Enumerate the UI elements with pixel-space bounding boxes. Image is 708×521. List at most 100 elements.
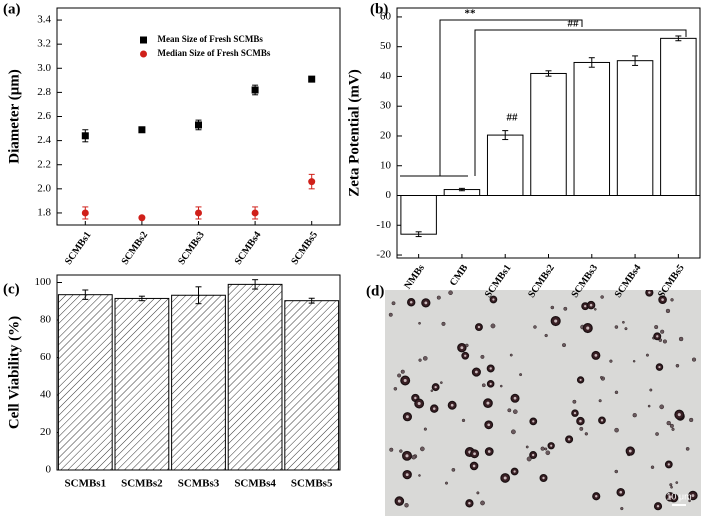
error-bar	[675, 35, 682, 42]
annotation: ##	[507, 112, 519, 124]
error-bar	[82, 289, 89, 300]
bubble-core	[667, 463, 670, 466]
x-tick-label: SCMBs1	[63, 230, 94, 267]
bubble-core	[432, 407, 436, 410]
plot-frame	[56, 7, 341, 226]
bubble-core	[460, 346, 464, 350]
bubble	[600, 376, 603, 379]
bubble	[666, 420, 671, 426]
bubble-core	[513, 470, 516, 473]
point	[81, 132, 89, 140]
bracket	[400, 19, 583, 177]
y-tick-label: 100	[35, 276, 52, 288]
y-tick-label: 20	[380, 130, 392, 142]
bubble-core	[532, 420, 535, 423]
bubble	[545, 450, 551, 456]
point	[251, 209, 259, 217]
bar	[573, 61, 611, 197]
bubble	[572, 399, 577, 404]
bubble-core	[489, 367, 492, 370]
bar	[660, 37, 697, 196]
bubble	[614, 469, 619, 474]
bubble-core	[677, 413, 681, 417]
bubble	[675, 363, 680, 368]
bubble	[451, 468, 456, 472]
bubble	[622, 320, 625, 324]
bubble	[620, 506, 624, 511]
bubble	[563, 306, 568, 311]
panel-label: (d)	[366, 283, 384, 299]
bubble-core	[405, 454, 409, 458]
bubble-core	[554, 319, 558, 323]
bubble	[689, 417, 694, 423]
x-tick-label: SCMBs4	[234, 478, 276, 490]
bubble-core	[477, 325, 481, 329]
micrograph	[385, 290, 701, 516]
bubble	[670, 298, 674, 302]
bubble-core	[656, 335, 659, 338]
bubble-core	[503, 476, 507, 480]
bubble-core	[450, 403, 454, 407]
x-tick-label: SCMBs4	[233, 230, 264, 267]
x-tick-label: NMBs	[402, 263, 427, 292]
bubble-core	[619, 490, 623, 494]
bubble	[388, 312, 393, 317]
error-bar	[632, 55, 639, 66]
bubble	[480, 354, 485, 359]
bubble	[499, 384, 503, 388]
bubble	[669, 423, 674, 428]
point	[138, 126, 146, 134]
bubble	[650, 465, 655, 469]
bubble-core	[403, 378, 407, 383]
bar	[400, 195, 437, 235]
bubble	[550, 305, 555, 310]
error-bar	[588, 57, 595, 68]
bubble	[594, 308, 597, 311]
panel-label: (a)	[3, 1, 21, 17]
bubble	[512, 409, 518, 414]
bubble-core	[405, 473, 409, 477]
y-tick-label: 50	[380, 40, 392, 52]
bubble	[418, 474, 421, 477]
y-tick-label: 80	[40, 314, 52, 326]
bar	[486, 134, 524, 196]
legend-marker	[140, 50, 147, 58]
point	[138, 214, 146, 222]
bubble	[440, 381, 443, 384]
bubble-core	[579, 378, 582, 382]
bubble-core	[586, 326, 590, 330]
bubble	[685, 447, 690, 451]
bubble	[526, 456, 532, 462]
bubble	[397, 373, 402, 378]
x-tick-label: SCMBs5	[291, 478, 333, 490]
y-tick-label: 2.0	[37, 182, 51, 194]
point	[308, 178, 316, 186]
bubble-core	[406, 415, 409, 419]
bubble	[511, 429, 516, 435]
bubble	[614, 427, 619, 433]
bubble	[600, 295, 604, 299]
y-tick-label: -10	[376, 219, 391, 231]
point	[195, 209, 202, 217]
bubble	[670, 485, 673, 489]
bubble	[544, 447, 548, 451]
bubble	[509, 353, 513, 357]
bubble-core	[487, 450, 491, 453]
bubble-core	[486, 401, 490, 405]
bubble	[404, 503, 409, 508]
y-axis-label: Zeta Potential (mV)	[346, 69, 362, 196]
bar	[530, 72, 567, 196]
bubble-core	[492, 298, 495, 301]
bubble-core	[487, 423, 491, 427]
bubble-core	[589, 303, 593, 307]
error-bar	[545, 70, 552, 77]
bubble	[393, 387, 398, 391]
bar	[227, 283, 283, 471]
bubble-core	[542, 476, 545, 480]
bubble	[669, 483, 673, 487]
bubble	[678, 336, 684, 342]
legend-label: Mean Size of Fresh SCMBs	[158, 34, 264, 44]
bubble	[614, 390, 619, 395]
y-tick-label: 2.4	[37, 134, 51, 146]
bubble-core	[417, 401, 421, 406]
